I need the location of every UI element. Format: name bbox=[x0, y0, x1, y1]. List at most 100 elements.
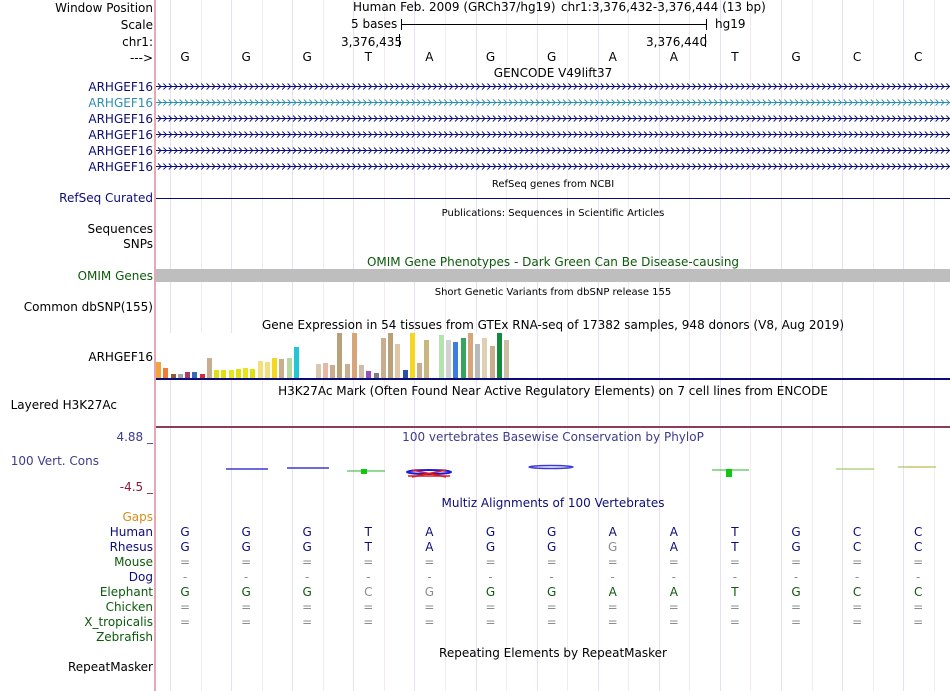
alignment-base: - bbox=[610, 570, 615, 584]
gtex-tissue-bar[interactable] bbox=[337, 333, 343, 378]
gencode-transcript-label[interactable]: ARHGEF16 bbox=[88, 160, 153, 174]
alignment-base: T bbox=[731, 525, 739, 539]
gtex-tissue-bar[interactable] bbox=[417, 362, 422, 378]
gtex-tissue-bar[interactable] bbox=[511, 373, 517, 378]
repeatmasker-label[interactable]: RepeatMasker bbox=[67, 660, 153, 674]
transcript-line[interactable] bbox=[156, 162, 950, 171]
gtex-tissue-bar[interactable] bbox=[228, 369, 234, 378]
sequences-label[interactable]: Sequences bbox=[87, 222, 153, 236]
omim-label[interactable]: OMIM Genes bbox=[77, 269, 153, 283]
gtex-tissue-bar[interactable] bbox=[438, 335, 444, 378]
gtex-tissue-bar[interactable] bbox=[388, 333, 393, 378]
gtex-tissue-bar[interactable] bbox=[467, 333, 473, 378]
gtex-tissue-bar[interactable] bbox=[344, 363, 350, 378]
gtex-tissue-bar[interactable] bbox=[206, 357, 212, 378]
gtex-tissue-bar[interactable] bbox=[199, 374, 205, 378]
gtex-tissue-bar[interactable] bbox=[170, 373, 176, 378]
species-label[interactable]: Human bbox=[109, 525, 153, 539]
species-label[interactable]: Dog bbox=[128, 570, 153, 584]
gtex-tissue-bar[interactable] bbox=[221, 369, 227, 378]
refseq-gene-line[interactable] bbox=[156, 198, 950, 199]
h3k27-title[interactable]: H3K27Ac Mark (Often Found Near Active Re… bbox=[278, 384, 828, 398]
transcript-line[interactable] bbox=[156, 130, 950, 139]
gtex-title[interactable]: Gene Expression in 54 tissues from GTEx … bbox=[261, 318, 845, 332]
gtex-tissue-bar[interactable] bbox=[409, 333, 415, 378]
gtex-tissue-bar[interactable] bbox=[185, 371, 190, 378]
label-divider[interactable] bbox=[154, 0, 156, 691]
gtex-tissue-bar[interactable] bbox=[504, 339, 509, 378]
gtex-tissue-bar[interactable] bbox=[250, 369, 256, 378]
gtex-tissue-bar[interactable] bbox=[322, 362, 328, 378]
gtex-tissue-bar[interactable] bbox=[286, 357, 292, 378]
phylop-title[interactable]: 100 vertebrates Basewise Conservation by… bbox=[402, 430, 704, 444]
scale-label: Scale bbox=[120, 18, 153, 32]
gtex-tissue-bar[interactable] bbox=[315, 363, 321, 378]
gencode-transcript-label[interactable]: ARHGEF16 bbox=[88, 80, 153, 94]
gtex-tissue-bar[interactable] bbox=[489, 345, 495, 378]
gtex-bar-chart[interactable] bbox=[156, 333, 536, 378]
gtex-tissue-bar[interactable] bbox=[395, 344, 401, 378]
gtex-tissue-bar[interactable] bbox=[359, 364, 364, 378]
track-label-column: Window Position Scale chr1: ---> ARHGEF1… bbox=[0, 0, 153, 691]
gtex-tissue-bar[interactable] bbox=[279, 359, 285, 378]
species-label[interactable]: X_tropicalis bbox=[84, 615, 153, 629]
transcript-line[interactable] bbox=[156, 98, 950, 107]
gencode-transcript-label[interactable]: ARHGEF16 bbox=[88, 112, 153, 126]
dbsnp-title[interactable]: Short Genetic Variants from dbSNP releas… bbox=[434, 287, 672, 298]
alignment-base: A bbox=[425, 540, 434, 554]
gencode-transcript-label[interactable]: ARHGEF16 bbox=[88, 144, 153, 158]
species-label[interactable]: Chicken bbox=[105, 600, 153, 614]
snps-label[interactable]: SNPs bbox=[123, 237, 153, 251]
gaps-label[interactable]: Gaps bbox=[122, 510, 153, 524]
gencode-title[interactable]: GENCODE V49lift37 bbox=[493, 66, 613, 80]
gtex-tissue-bar[interactable] bbox=[366, 371, 372, 378]
refseq-title[interactable]: RefSeq genes from NCBI bbox=[491, 179, 615, 190]
gtex-tissue-bar[interactable] bbox=[460, 337, 466, 378]
gtex-gene-label[interactable]: ARHGEF16 bbox=[88, 350, 153, 364]
gtex-tissue-bar[interactable] bbox=[156, 362, 161, 378]
gencode-transcript-label[interactable]: ARHGEF16 bbox=[88, 128, 153, 142]
gtex-tissue-bar[interactable] bbox=[453, 342, 459, 378]
gtex-tissue-bar[interactable] bbox=[177, 374, 183, 378]
gtex-tissue-bar[interactable] bbox=[351, 333, 357, 378]
gtex-tissue-bar[interactable] bbox=[243, 368, 248, 378]
species-label[interactable]: Rhesus bbox=[109, 540, 153, 554]
gtex-tissue-bar[interactable] bbox=[424, 339, 430, 378]
gtex-tissue-bar[interactable] bbox=[496, 333, 502, 378]
gtex-tissue-bar[interactable] bbox=[272, 357, 277, 378]
gtex-tissue-bar[interactable] bbox=[402, 369, 408, 378]
alignment-base: = bbox=[241, 555, 252, 569]
species-label[interactable]: Elephant bbox=[99, 585, 153, 599]
gtex-tissue-bar[interactable] bbox=[380, 337, 386, 378]
gtex-tissue-bar[interactable] bbox=[475, 344, 480, 378]
multiz-title[interactable]: Multiz Alignments of 100 Vertebrates bbox=[441, 496, 665, 510]
publications-title[interactable]: Publications: Sequences in Scientific Ar… bbox=[441, 208, 665, 219]
reference-base: G bbox=[791, 50, 801, 64]
gtex-tissue-bar[interactable] bbox=[257, 360, 263, 378]
repeatmasker-title[interactable]: Repeating Elements by RepeatMasker bbox=[439, 646, 667, 660]
gtex-tissue-bar[interactable] bbox=[373, 372, 379, 378]
gencode-transcript-label[interactable]: ARHGEF16 bbox=[88, 96, 153, 110]
gtex-tissue-bar[interactable] bbox=[192, 371, 198, 378]
cons-track-label[interactable]: 100 Vert. Cons bbox=[10, 454, 99, 468]
omim-title[interactable]: OMIM Gene Phenotypes - Dark Green Can Be… bbox=[366, 255, 740, 269]
transcript-line[interactable] bbox=[156, 114, 950, 123]
gtex-tissue-bar[interactable] bbox=[163, 368, 169, 378]
gtex-tissue-bar[interactable] bbox=[235, 369, 241, 378]
transcript-line[interactable] bbox=[156, 146, 950, 155]
omim-gene-bar[interactable] bbox=[156, 269, 950, 282]
phylop-plot[interactable] bbox=[156, 455, 950, 483]
species-label[interactable]: Zebrafish bbox=[96, 630, 153, 644]
gtex-tissue-bar[interactable] bbox=[330, 364, 335, 378]
gtex-tissue-bar[interactable] bbox=[214, 369, 219, 378]
gtex-tissue-bar[interactable] bbox=[482, 337, 488, 378]
strand-arrow-label[interactable]: ---> bbox=[129, 51, 153, 65]
gtex-tissue-bar[interactable] bbox=[293, 346, 299, 378]
h3k27-label[interactable]: Layered H3K27Ac bbox=[10, 398, 117, 412]
refseq-label[interactable]: RefSeq Curated bbox=[59, 191, 153, 205]
gtex-tissue-bar[interactable] bbox=[446, 339, 451, 378]
transcript-line[interactable] bbox=[156, 82, 950, 91]
species-label[interactable]: Mouse bbox=[114, 555, 153, 569]
dbsnp-label[interactable]: Common dbSNP(155) bbox=[23, 300, 153, 314]
gtex-tissue-bar[interactable] bbox=[264, 361, 270, 378]
